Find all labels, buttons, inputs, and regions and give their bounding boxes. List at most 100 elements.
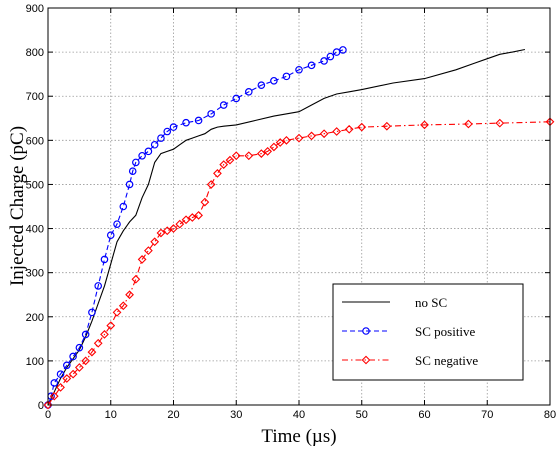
data-point-sc-positive [69, 352, 77, 361]
data-point-sc-negative [131, 274, 141, 284]
data-point-sc-negative [357, 122, 367, 132]
legend-marker-sc-positive [362, 327, 370, 335]
data-point-sc-negative [332, 127, 342, 136]
data-point-sc-positive [94, 282, 103, 290]
y-tick-label: 800 [26, 47, 44, 59]
data-point-sc-negative [219, 160, 229, 169]
data-point-sc-negative [144, 246, 153, 255]
ticks: 0 10 20 30 40 50 60 70 8001002003004005006007008… [26, 3, 556, 421]
data-point-sc-negative [420, 120, 429, 130]
data-point-sc-negative [43, 400, 53, 410]
series-layer [43, 46, 555, 410]
data-point-sc-negative [213, 169, 222, 178]
data-point-sc-positive [270, 76, 278, 85]
data-point-sc-negative [282, 135, 291, 145]
y-tick-label: 700 [26, 91, 44, 103]
data-point-sc-positive [307, 61, 316, 70]
data-point-sc-positive [63, 361, 71, 370]
data-point-sc-positive [56, 370, 65, 378]
data-point-sc-negative [244, 151, 254, 161]
data-point-sc-negative [269, 142, 279, 152]
data-point-sc-negative [118, 301, 128, 311]
data-point-sc-positive [194, 116, 203, 125]
data-point-sc-positive [144, 147, 153, 156]
x-tick-label: 40 [293, 409, 305, 421]
data-point-sc-positive [232, 94, 241, 103]
y-tick-label: 600 [26, 135, 44, 147]
data-point-sc-negative [74, 363, 84, 372]
data-point-sc-positive [182, 118, 190, 127]
data-point-sc-positive [125, 180, 134, 189]
data-point-sc-negative [344, 124, 354, 134]
x-tick-label: 50 [356, 409, 368, 421]
data-point-sc-positive [132, 158, 140, 167]
data-point-sc-negative [187, 213, 197, 222]
data-point-sc-negative [194, 210, 203, 220]
data-point-sc-positive [157, 134, 165, 142]
data-point-sc-negative [137, 255, 147, 264]
series-line-sc-positive [47, 49, 344, 406]
data-point-sc-negative [87, 347, 97, 357]
data-point-sc-negative [62, 374, 72, 383]
data-point-sc-negative [206, 180, 216, 189]
data-point-sc-positive [207, 110, 215, 118]
data-point-sc-negative [231, 151, 241, 161]
data-point-sc-positive [245, 88, 253, 96]
data-point-sc-negative [100, 330, 109, 339]
data-point-sc-negative [175, 219, 185, 229]
y-tick-label: 500 [26, 179, 44, 191]
data-point-sc-positive [339, 46, 347, 54]
data-point-sc-negative [307, 131, 316, 141]
data-point-sc-positive [128, 167, 137, 176]
data-point-sc-negative [275, 138, 285, 147]
series-sc-negative [43, 117, 555, 410]
y-tick-label: 200 [26, 312, 44, 324]
legend-label-no-sc: no SC [415, 295, 447, 310]
data-point-sc-negative [464, 119, 473, 129]
y-tick-label: 900 [26, 3, 44, 15]
data-point-sc-positive [282, 72, 291, 81]
data-point-sc-negative [263, 146, 273, 156]
x-tick-label: 80 [544, 409, 556, 421]
data-point-sc-negative [112, 307, 122, 317]
data-point-sc-negative [81, 356, 91, 366]
x-tick-label: 10 [105, 409, 117, 421]
data-point-sc-negative [93, 338, 103, 348]
y-tick-label: 400 [26, 224, 44, 236]
data-point-sc-negative [56, 382, 65, 392]
y-tick-label: 100 [26, 356, 44, 368]
data-point-sc-positive [81, 330, 90, 339]
data-point-sc-positive [106, 231, 115, 239]
legend-marker-sc-negative [361, 355, 371, 365]
data-point-sc-negative [169, 224, 178, 233]
data-point-sc-positive [75, 343, 84, 352]
data-point-sc-positive [163, 127, 172, 136]
legend-box [332, 283, 524, 381]
data-point-sc-positive [50, 379, 59, 387]
data-point-sc-positive [295, 65, 303, 74]
x-tick-label: 0 [45, 409, 51, 421]
data-point-sc-positive [219, 101, 228, 109]
data-point-sc-positive [320, 57, 328, 65]
data-point-sc-positive [119, 202, 128, 211]
data-point-sc-negative [162, 226, 172, 236]
legend-label-sc-negative: SC negative [415, 353, 478, 368]
x-axis-label: Time (µs) [261, 426, 336, 447]
y-axis-label: Injected Charge (pC) [7, 126, 28, 286]
data-point-sc-negative [156, 228, 166, 238]
data-point-sc-positive [326, 52, 335, 61]
data-point-sc-positive [257, 81, 266, 89]
data-point-sc-negative [382, 121, 392, 131]
data-point-sc-positive [100, 255, 109, 264]
data-point-sc-negative [294, 133, 304, 143]
data-point-sc-positive [138, 151, 146, 160]
data-point-sc-negative [319, 129, 329, 139]
data-point-sc-negative [68, 369, 78, 379]
data-point-sc-negative [181, 215, 191, 225]
data-point-sc-negative [200, 197, 210, 207]
y-tick-label: 300 [26, 268, 44, 280]
data-point-sc-negative [150, 237, 160, 247]
legend: no SC SC positive SC negative [332, 283, 524, 381]
data-point-sc-positive [113, 220, 121, 228]
x-tick-label: 30 [230, 409, 242, 421]
